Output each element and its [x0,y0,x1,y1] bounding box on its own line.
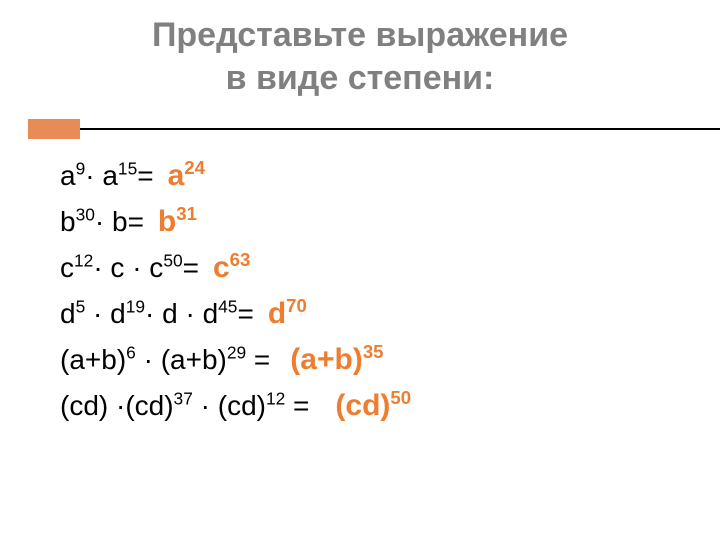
expression-lhs: a9· a15= [60,160,154,192]
expression-row: c12· c · c50= c63 [60,251,720,285]
expression-lhs: d5 · d19· d · d45= [60,298,254,330]
expression-answer: c63 [213,251,250,285]
expression-answer: (a+b)35 [290,343,383,377]
expression-row: (a+b)6 · (a+b)29 = (a+b)35 [60,343,720,377]
title-line-1: Представьте выражение [0,14,720,57]
divider-line [80,128,720,130]
expression-row: a9· a15= a24 [60,159,720,193]
expression-answer: b31 [158,205,197,239]
expression-row: d5 · d19· d · d45= d70 [60,297,720,331]
expression-lhs: c12· c · c50= [60,252,199,284]
accent-bar [28,119,80,139]
expression-lhs: (cd) ·(cd)37 · (cd)12 = [60,390,309,422]
expression-row: b30· b= b31 [60,205,720,239]
slide-title: Представьте выражение в виде степени: [0,0,720,111]
expression-answer: d70 [268,297,307,331]
expression-list: a9· a15= a24 b30· b= b31 c12· c · c50= c… [0,141,720,423]
accent-divider [0,111,720,141]
expression-lhs: (a+b)6 · (a+b)29 = [60,344,270,376]
title-line-2: в виде степени: [0,57,720,100]
expression-answer: (cd)50 [335,389,411,423]
expression-row: (cd) ·(cd)37 · (cd)12 = (cd)50 [60,389,720,423]
expression-lhs: b30· b= [60,206,144,238]
expression-answer: a24 [168,159,205,193]
